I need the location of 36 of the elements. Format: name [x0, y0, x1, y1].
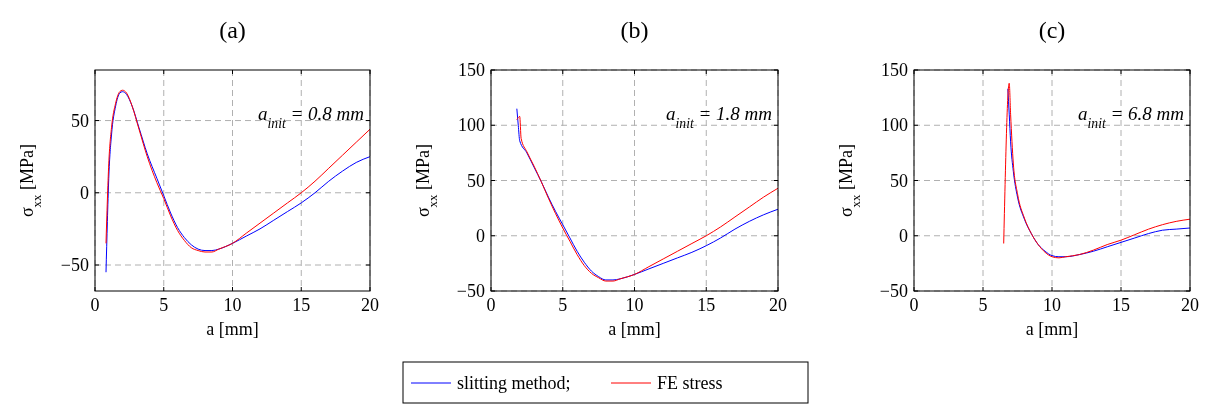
- y-tick-label: 50: [467, 170, 485, 191]
- x-axis-title: a [mm]: [206, 319, 259, 339]
- x-tick-label: 15: [697, 295, 716, 315]
- chart-title: (c): [1038, 17, 1066, 43]
- x-tick-label: 5: [558, 295, 568, 315]
- annotation: a$_{init}$ = 0.8 mm: [258, 103, 364, 131]
- annotation: a$_{init}$ = 6.8 mm: [1078, 103, 1184, 131]
- chart-title: (a): [219, 17, 246, 43]
- x-tick-label: 5: [978, 295, 988, 315]
- annotation: a$_{init}$ = 1.8 mm: [666, 103, 772, 131]
- x-axis-title: a [mm]: [608, 319, 661, 339]
- y-tick-label: 0: [899, 225, 908, 246]
- y-tick-label: 150: [881, 60, 908, 80]
- y-tick-label: −50: [879, 281, 908, 301]
- y-tick-label: 100: [458, 115, 485, 136]
- x-tick-label: 10: [625, 295, 644, 315]
- x-tick-label: 15: [1112, 295, 1130, 315]
- y-tick-label: −50: [60, 255, 89, 275]
- y-tick-label: 150: [458, 60, 485, 80]
- x-tick-label: 15: [292, 295, 311, 315]
- y-tick-label: −50: [456, 281, 485, 301]
- legend-label: slitting method;: [457, 373, 571, 393]
- x-tick-label: 20: [1181, 295, 1199, 315]
- y-tick-label: 0: [476, 225, 485, 246]
- x-tick-label: 10: [223, 295, 242, 315]
- y-tick-label: 0: [80, 182, 89, 203]
- x-tick-label: 20: [769, 295, 787, 315]
- chart-title: (b): [620, 17, 649, 43]
- x-axis-title: a [mm]: [1025, 319, 1079, 339]
- y-tick-label: 100: [881, 115, 908, 136]
- x-tick-label: 20: [361, 295, 379, 315]
- y-tick-label: 50: [890, 170, 908, 191]
- x-tick-label: 5: [159, 295, 169, 315]
- y-tick-label: 50: [71, 110, 89, 131]
- legend-label: FE stress: [657, 373, 723, 393]
- x-tick-label: 10: [1043, 295, 1061, 315]
